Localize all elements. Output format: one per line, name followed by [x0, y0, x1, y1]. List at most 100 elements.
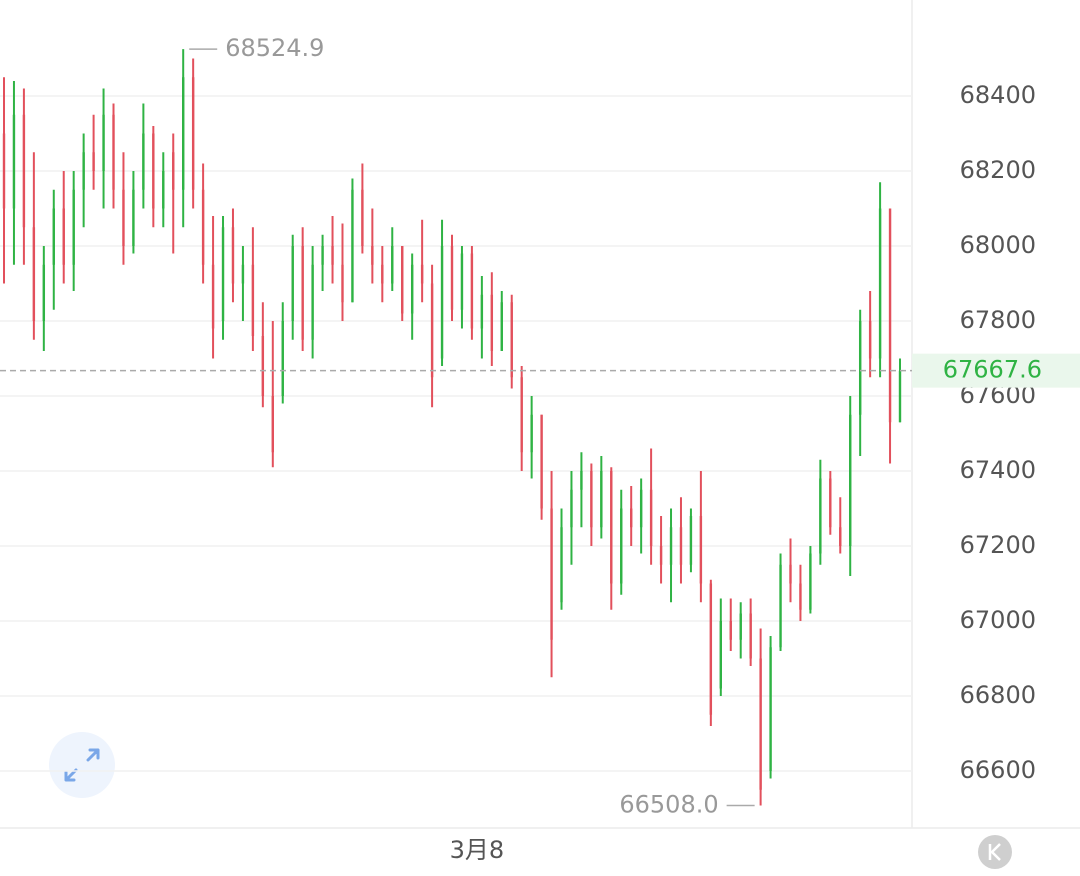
candle-body — [311, 264, 314, 340]
candle-body — [729, 621, 732, 640]
candle-body — [610, 471, 613, 584]
y-tick-label: 66600 — [960, 756, 1036, 784]
candle-body — [868, 321, 872, 359]
k-circle[interactable] — [978, 835, 1012, 869]
candle-body — [182, 77, 185, 190]
candle-body — [878, 208, 882, 359]
candle-body — [460, 253, 464, 310]
candle-body — [580, 471, 583, 490]
candle-body — [669, 527, 673, 565]
candle-body — [142, 133, 145, 190]
candle-body — [898, 370, 902, 423]
candle-body — [291, 246, 294, 321]
candle-body — [699, 516, 703, 584]
candle-body — [22, 114, 26, 228]
expand-circle[interactable] — [49, 732, 115, 798]
y-tick-label: 67800 — [960, 306, 1036, 334]
candle-body — [231, 227, 235, 284]
candle-body — [709, 583, 713, 715]
expand-button[interactable] — [49, 732, 115, 798]
candle-body — [759, 658, 762, 790]
candle-body — [241, 264, 245, 284]
y-tick-label: 67000 — [960, 606, 1036, 634]
y-tick-label: 68200 — [960, 156, 1036, 184]
y-tick-label: 68000 — [960, 231, 1036, 259]
candle-body — [172, 152, 175, 190]
candle-body — [82, 152, 85, 190]
candle-body — [749, 613, 752, 659]
y-tick-label: 67400 — [960, 456, 1036, 484]
candle-body — [560, 527, 563, 603]
candle-body — [361, 189, 364, 246]
candle-body — [341, 264, 344, 303]
k-button[interactable] — [978, 835, 1012, 869]
candle-body — [470, 253, 474, 329]
candle-body — [510, 302, 513, 378]
candle-body — [779, 564, 782, 648]
expand-icon — [64, 748, 100, 782]
candle-body — [191, 77, 195, 190]
candle-body — [819, 478, 822, 554]
candle-body — [62, 208, 65, 265]
candle-body — [679, 527, 683, 565]
candle-body — [331, 246, 334, 265]
candle-body — [92, 152, 95, 171]
candle-body — [490, 294, 494, 351]
y-tick-label: 66800 — [960, 681, 1036, 709]
candle-body — [839, 527, 842, 546]
k-icon — [988, 843, 1001, 861]
candle-body — [122, 189, 125, 246]
candle-body — [430, 283, 434, 378]
candle-body — [301, 246, 304, 340]
candle-body — [450, 246, 454, 310]
candle-body — [550, 508, 553, 640]
candle-body — [261, 336, 265, 396]
candle-body — [799, 583, 802, 610]
candle-body — [789, 564, 792, 584]
candle-body — [769, 647, 772, 771]
candle-body — [12, 114, 16, 209]
candle-body — [649, 489, 653, 546]
candle-body — [689, 516, 693, 565]
candle-body — [639, 489, 643, 528]
x-tick-label: 3月8 — [450, 836, 505, 864]
candle-body — [371, 246, 374, 265]
candle-body — [162, 171, 165, 209]
y-tick-label: 67200 — [960, 531, 1036, 559]
candle-body — [809, 553, 812, 610]
candle-body — [530, 414, 533, 453]
candle-body — [829, 478, 832, 528]
candle-body — [42, 264, 46, 321]
low-label: 66508.0 — [619, 791, 718, 819]
candle-body — [72, 189, 75, 265]
candle-body — [152, 133, 155, 209]
candle-body — [719, 621, 722, 689]
candle-body — [52, 208, 55, 265]
high-label: 68524.9 — [225, 34, 324, 62]
candle-body — [659, 546, 663, 565]
candle-body — [630, 508, 633, 528]
candle-body — [102, 114, 105, 171]
candle-body — [739, 613, 742, 640]
candle-body — [32, 227, 36, 321]
candle-body — [351, 189, 354, 303]
candle-body — [112, 114, 115, 190]
candle-body — [201, 189, 205, 265]
y-tick-label: 68400 — [960, 81, 1036, 109]
candle-body — [271, 396, 274, 453]
candle-body — [221, 227, 225, 321]
candle-body — [849, 414, 852, 546]
candle-body — [132, 189, 135, 246]
candle-body — [281, 321, 284, 396]
candle-body — [2, 133, 6, 209]
candle-body — [620, 508, 623, 584]
candle-body — [888, 208, 892, 423]
candle-body — [420, 264, 424, 284]
candle-body — [321, 246, 324, 265]
candle-body — [251, 264, 255, 336]
candle-body — [500, 302, 503, 351]
candle-body — [401, 246, 404, 314]
candle-body — [440, 246, 444, 359]
